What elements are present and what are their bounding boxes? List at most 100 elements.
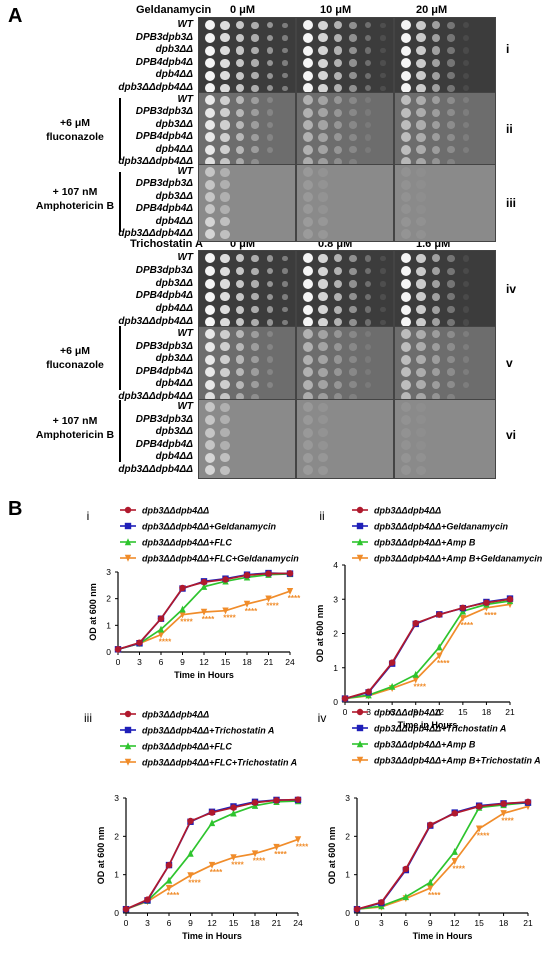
yeast-spot: [235, 46, 245, 55]
yeast-spot: [266, 109, 274, 116]
yeast-spot: [333, 355, 343, 364]
yeast-spot: [318, 58, 328, 68]
yeast-spot: [318, 95, 328, 105]
strain-label: DPB4dpb4Δ: [135, 131, 193, 143]
yeast-spot: [282, 47, 288, 54]
yeast-spot: [220, 20, 230, 30]
yeast-spot: [447, 21, 455, 29]
yeast-spot: [333, 342, 343, 351]
yeast-spot: [303, 120, 313, 130]
yeast-spot: [462, 319, 470, 326]
yeast-spot: [282, 60, 288, 66]
yeast-spot: [318, 180, 328, 190]
spot-plate: [198, 164, 296, 243]
x-tick-label: 3: [379, 918, 384, 928]
data-point: [427, 884, 434, 892]
yeast-spot: [205, 452, 215, 463]
yeast-spot: [235, 71, 245, 80]
yeast-spot: [349, 330, 357, 338]
x-tick-label: 15: [229, 918, 239, 928]
yeast-spot: [364, 97, 372, 104]
spot-plate: [296, 250, 394, 331]
yeast-spot: [303, 95, 313, 106]
significance-stars: ****: [231, 860, 244, 869]
legend-marker: [356, 708, 364, 716]
strain-label: dpb4ΔΔ: [155, 215, 193, 227]
data-point: [451, 810, 458, 817]
strain-label: dpb3ΔΔdpb4ΔΔ: [118, 391, 193, 402]
strain-label: DPB3dpb3Δ: [135, 264, 193, 276]
yeast-spot: [401, 132, 411, 143]
data-point: [388, 659, 396, 666]
yeast-spot: [205, 414, 215, 425]
yeast-spot: [447, 46, 455, 55]
yeast-spot: [401, 192, 411, 202]
yeast-spot: [303, 329, 313, 340]
yeast-spot: [235, 59, 245, 68]
strain-label: DPB3dpb3Δ: [135, 340, 193, 352]
legend-entry: dpb3ΔΔdpb4ΔΔ+FLC+Trichostatin A: [142, 758, 297, 768]
x-axis-label: Time in Hours: [182, 931, 242, 941]
subpanel-label: i: [87, 509, 90, 523]
data-point: [230, 804, 237, 811]
yeast-spot: [447, 355, 455, 364]
yeast-spot: [303, 229, 313, 240]
yeast-spot: [447, 293, 455, 301]
yeast-spot: [447, 158, 455, 166]
yeast-spot: [447, 96, 455, 104]
yeast-spot: [235, 355, 245, 364]
x-tick-label: 18: [242, 657, 252, 667]
yeast-spot: [251, 343, 259, 351]
data-point: [451, 847, 458, 855]
strain-label: dpb3ΔΔ: [155, 353, 193, 365]
yeast-spot: [235, 279, 245, 289]
yeast-spot: [205, 204, 215, 215]
yeast-spot: [303, 107, 313, 118]
yeast-spot: [251, 46, 259, 55]
yeast-spot: [431, 71, 441, 80]
x-tick-label: 6: [159, 657, 164, 667]
yeast-spot: [349, 96, 357, 104]
fluconazole-label-1: +6 μM fluconazole: [46, 117, 104, 143]
yeast-spot: [205, 304, 215, 315]
yeast-spot: [205, 279, 215, 289]
spot-plate: [394, 92, 496, 171]
yeast-spot: [431, 21, 441, 30]
yeast-spot: [431, 158, 441, 167]
yeast-spot: [266, 268, 274, 275]
yeast-spot: [220, 180, 230, 190]
y-tick-label: 2: [345, 831, 350, 841]
significance-stars: ****: [452, 864, 465, 873]
data-point: [251, 799, 259, 806]
yeast-spot: [266, 306, 274, 313]
yeast-spot: [364, 368, 372, 376]
y-axis-label: OD at 600 nm: [96, 827, 106, 885]
yeast-spot: [318, 367, 328, 377]
legend-entry: dpb3ΔΔdpb4ΔΔ: [374, 708, 441, 718]
yeast-spot: [416, 229, 426, 239]
yeast-spot: [447, 343, 455, 351]
yeast-spot: [401, 304, 411, 315]
x-tick-label: 0: [355, 918, 360, 928]
yeast-spot: [462, 146, 470, 153]
yeast-spot: [364, 134, 372, 141]
bracket-vi: [119, 400, 121, 462]
yeast-spot: [318, 279, 328, 289]
yeast-spot: [303, 20, 313, 31]
yeast-spot: [447, 267, 455, 275]
yeast-spot: [333, 330, 343, 339]
x-tick-label: 0: [124, 918, 129, 928]
yeast-spot: [205, 45, 215, 56]
legend-entry: dpb3ΔΔdpb4ΔΔ+Amp B: [374, 538, 476, 548]
yeast-spot: [401, 20, 411, 31]
yeast-spot: [251, 84, 259, 92]
yeast-spot: [349, 84, 357, 92]
yeast-spot: [318, 132, 328, 142]
yeast-spot: [416, 45, 426, 56]
yeast-spot: [318, 329, 328, 339]
data-point: [436, 643, 443, 651]
yeast-spot: [220, 229, 230, 239]
yeast-spot: [318, 427, 328, 438]
yeast-spot: [266, 331, 274, 338]
yeast-spot: [303, 291, 313, 302]
